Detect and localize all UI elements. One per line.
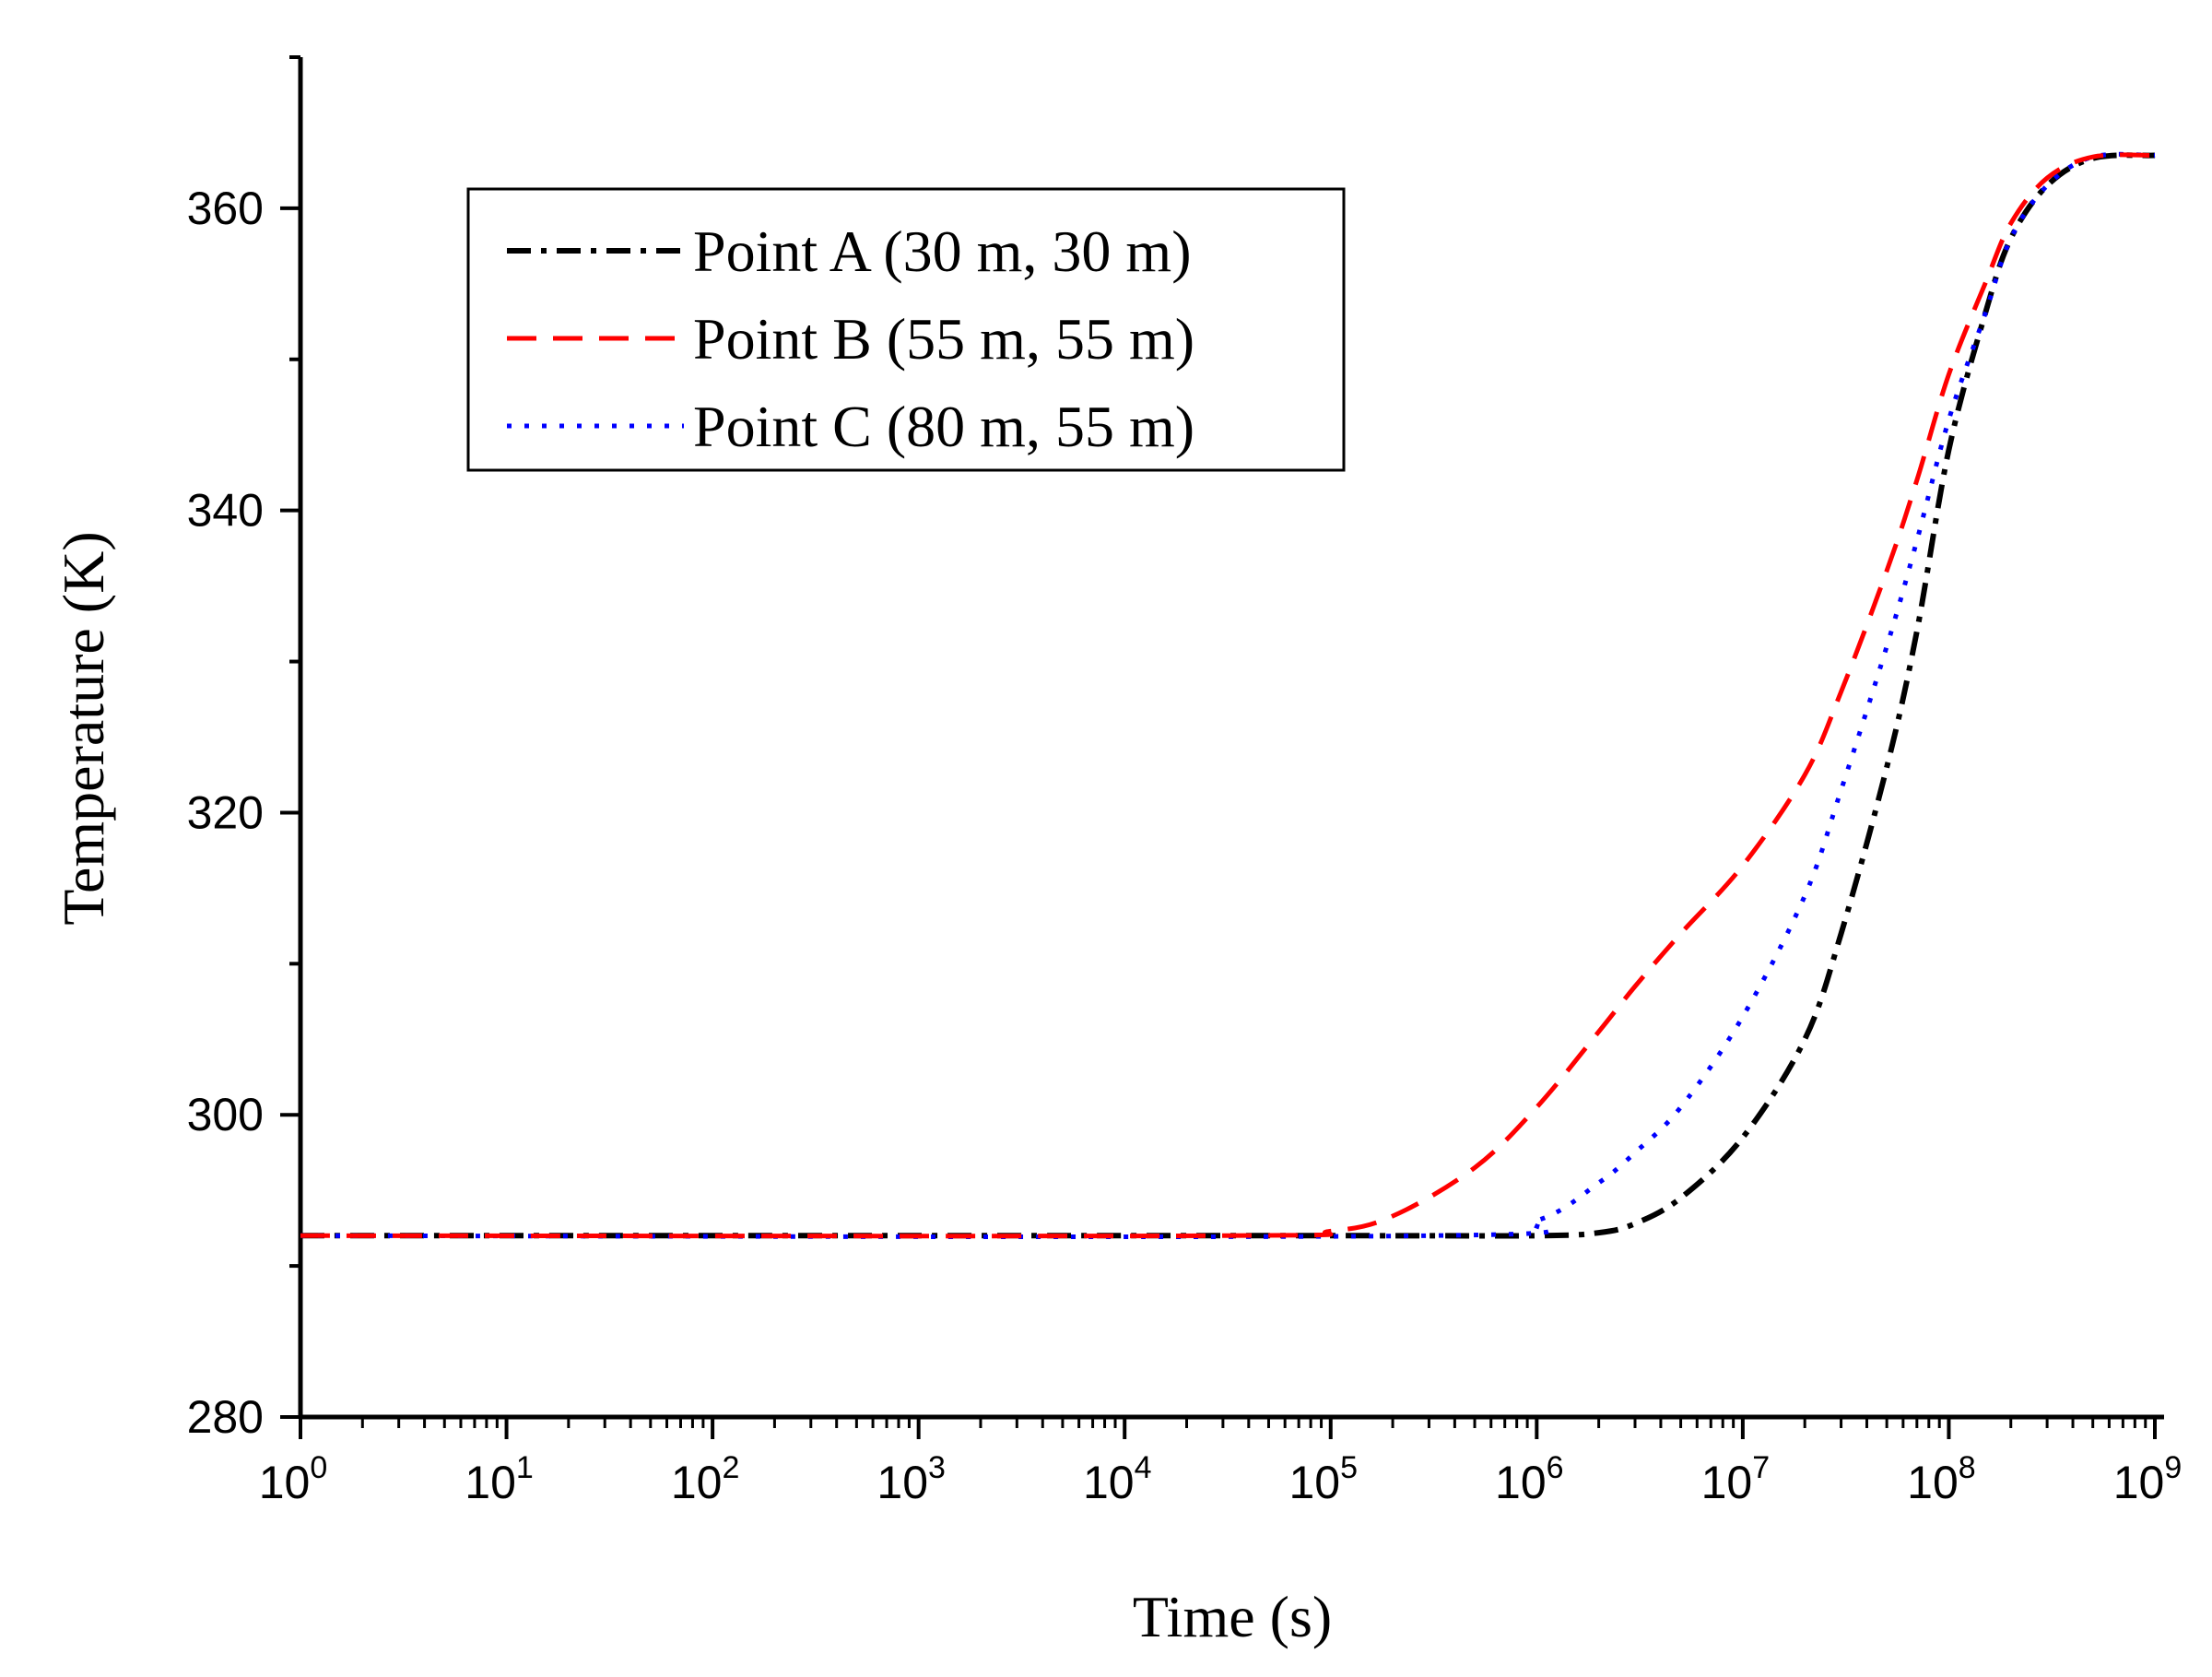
series-line: [300, 152, 2156, 1239]
y-tick-label: 300: [187, 1089, 264, 1140]
y-tick-label: 340: [187, 485, 264, 537]
y-axis-title: Temperature (K): [51, 531, 116, 925]
legend-box: [466, 187, 1346, 472]
x-tick-label: 105: [1289, 1450, 1359, 1508]
x-tick-label: 108: [1907, 1450, 1976, 1508]
legend: Point A (30 m, 30 m) Point B (55 m, 55 m)…: [466, 187, 1346, 472]
x-ticks: 100 101 102 103 104 105 106 107 108 109: [259, 1417, 2183, 1508]
x-tick-label: 104: [1083, 1450, 1152, 1508]
series-layer: [300, 151, 2156, 1240]
legend-label: Point B (55 m, 55 m): [693, 306, 1194, 372]
x-tick-label: 103: [877, 1450, 946, 1508]
x-tick-label: 106: [1495, 1450, 1564, 1508]
y-tick-label: 320: [187, 786, 264, 838]
series-line: [300, 151, 2156, 1240]
x-axis-title: Time (s): [1133, 1584, 1332, 1649]
x-tick-label: 102: [671, 1450, 740, 1508]
y-tick-label: 360: [187, 183, 264, 234]
legend-label: Point A (30 m, 30 m): [693, 218, 1192, 284]
legend-label: Point C (80 m, 55 m): [693, 394, 1194, 459]
x-tick-label: 100: [259, 1450, 328, 1508]
y-ticks: 280 300 320 340 360: [187, 55, 300, 1443]
x-tick-label: 107: [1701, 1450, 1771, 1508]
x-tick-label: 109: [2113, 1450, 2183, 1508]
x-tick-label: 101: [465, 1450, 534, 1508]
y-tick-label: 280: [187, 1391, 264, 1443]
